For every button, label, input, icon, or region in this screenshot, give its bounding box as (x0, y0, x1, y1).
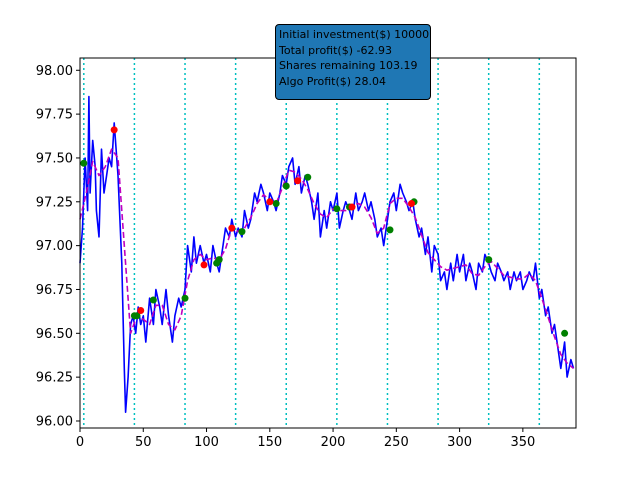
info-initial-investment: Initial investment($) 10000 (279, 28, 430, 41)
sell-marker (294, 177, 302, 185)
y-tick-label: 97.75 (36, 108, 73, 123)
buy-marker (561, 329, 569, 337)
buy-marker (333, 205, 341, 213)
trade-markers (80, 126, 569, 337)
y-axis-ticks: 96.00 96.25 96.50 96.75 97.00 97.25 97.50 97.75… (36, 64, 80, 429)
x-tick-label: 0 (76, 435, 84, 450)
series-group (79, 95, 575, 414)
info-total-profit: Total profit($) -62.93 (279, 43, 392, 57)
sell-marker (110, 126, 118, 134)
y-tick-label: 96.50 (36, 327, 73, 342)
buy-marker (149, 296, 157, 304)
x-tick-label: 300 (447, 435, 472, 450)
y-tick-label: 97.00 (36, 239, 73, 254)
y-tick-label: 96.25 (36, 371, 73, 386)
plot-frame (79, 57, 577, 429)
x-tick-label: 150 (257, 435, 282, 450)
moving-average-line (79, 148, 575, 370)
info-box: Initial investment($) 10000 Total profit… (275, 24, 431, 100)
sell-marker (266, 198, 274, 206)
info-shares-remaining: Shares remaining 103.19 (279, 59, 418, 72)
sell-marker (200, 261, 208, 269)
buy-marker (304, 173, 312, 181)
y-tick-label: 96.75 (36, 283, 73, 298)
x-tick-label: 100 (194, 435, 219, 450)
price-series-line (79, 95, 575, 414)
buy-marker (133, 312, 141, 320)
y-tick-label: 98.00 (36, 64, 73, 79)
buy-marker (238, 228, 246, 236)
vertical-marker-lines (83, 58, 541, 428)
buy-marker (272, 200, 280, 208)
buy-marker (282, 182, 290, 190)
y-tick-label: 97.25 (36, 195, 73, 210)
y-tick-label: 96.00 (36, 414, 73, 429)
buy-marker (181, 294, 189, 302)
sell-marker (228, 224, 236, 232)
buy-marker (386, 226, 394, 234)
x-tick-label: 250 (384, 435, 409, 450)
x-tick-label: 200 (321, 435, 346, 450)
buy-marker (80, 159, 88, 167)
sell-marker (348, 203, 356, 211)
sell-marker (408, 200, 416, 208)
buy-marker (485, 256, 493, 264)
info-algo-profit: Algo Profit($) 28.04 (279, 74, 387, 88)
x-tick-label: 350 (510, 435, 535, 450)
y-tick-label: 97.50 (36, 151, 73, 166)
sell-marker (137, 307, 145, 315)
x-tick-label: 50 (135, 435, 152, 450)
buy-marker (215, 256, 223, 264)
x-axis-ticks: 0 50 100 150 200 250 300 350 (76, 428, 535, 450)
